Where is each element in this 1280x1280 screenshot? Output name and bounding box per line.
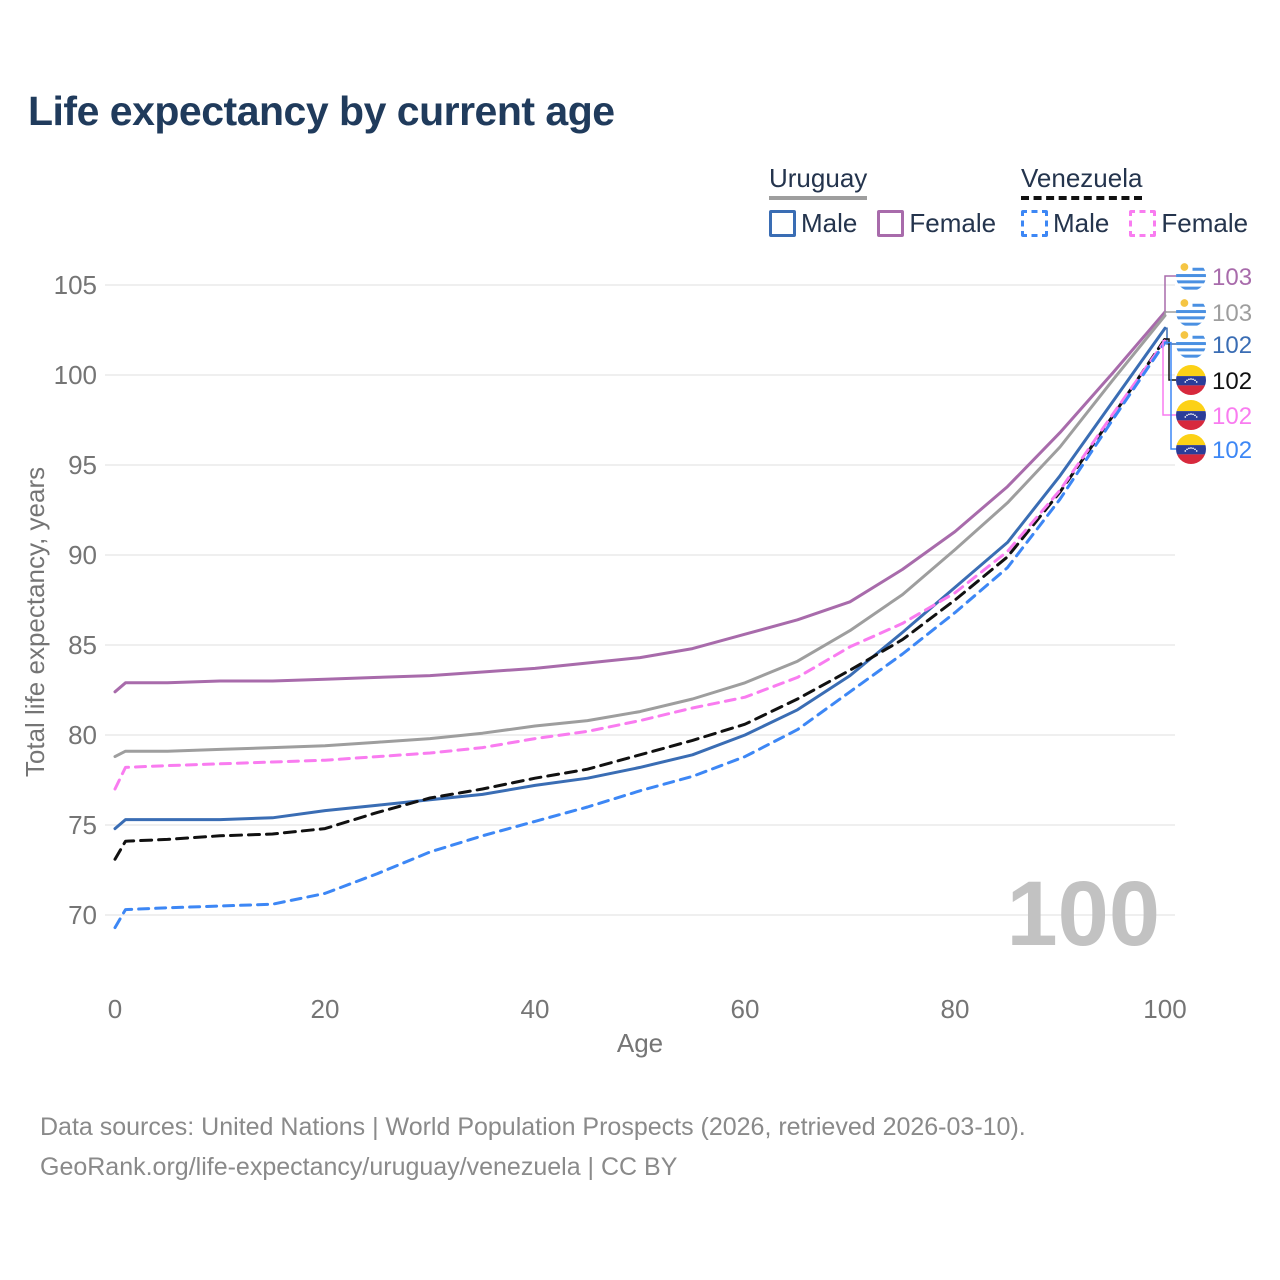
x-tick-label-20: 20 <box>311 994 340 1024</box>
x-tick-label-0: 0 <box>108 994 122 1024</box>
chart-title: Life expectancy by current age <box>28 88 615 134</box>
venezuela-male-label[interactable]: Male <box>1053 208 1110 238</box>
uruguay-flag-icon <box>1176 261 1206 291</box>
y-tick-label-80: 80 <box>68 720 97 750</box>
venezuela-flag-icon <box>1176 434 1206 464</box>
uruguay-flag-icon <box>1176 329 1206 359</box>
series-line-venezuela-female[interactable] <box>113 339 1167 791</box>
series-line-uruguay-female[interactable] <box>113 310 1167 694</box>
x-tick-label-60: 60 <box>731 994 760 1024</box>
y-tick-label-100: 100 <box>54 360 97 390</box>
legend-items-venezuela: Male Female <box>1021 208 1248 239</box>
x-axis-title: Age <box>617 1028 663 1058</box>
uruguay-female-label[interactable]: Female <box>909 208 997 238</box>
footer-attribution: GeoRank.org/life-expectancy/uruguay/vene… <box>40 1153 678 1181</box>
age-watermark: 100 <box>1007 863 1161 965</box>
leader-line-venezuela-male <box>1165 341 1176 450</box>
series-line-venezuela-both-sexes[interactable] <box>113 337 1167 861</box>
venezuela-female-swatch[interactable] <box>1129 210 1157 237</box>
uruguay-male-label[interactable]: Male <box>801 208 858 238</box>
legend-group-uruguay: Uruguay Male Female <box>769 163 996 239</box>
y-axis-title: Total life expectancy, years <box>20 467 50 777</box>
x-tick-label-100: 100 <box>1143 994 1186 1024</box>
y-tick-label-85: 85 <box>68 630 97 660</box>
legend-items-uruguay: Male Female <box>769 208 996 239</box>
leader-line-venezuela-both-sexes <box>1165 338 1176 381</box>
legend-country-venezuela[interactable]: Venezuela <box>1021 163 1143 200</box>
footer-data-sources: Data sources: United Nations | World Pop… <box>40 1113 1026 1141</box>
leader-line-uruguay-female <box>1164 275 1176 312</box>
y-tick-label-90: 90 <box>68 540 97 570</box>
x-tick-label-80: 80 <box>941 994 970 1024</box>
x-tick-label-40: 40 <box>521 994 550 1024</box>
end-value-label-venezuela-male: 102 <box>1212 437 1252 464</box>
y-tick-label-75: 75 <box>68 810 97 840</box>
venezuela-male-swatch[interactable] <box>1021 210 1048 237</box>
venezuela-female-label[interactable]: Female <box>1161 208 1249 238</box>
leader-line-uruguay-both-sexes <box>1164 311 1176 316</box>
end-value-label-venezuela-both-sexes: 102 <box>1212 368 1252 395</box>
end-value-label-uruguay-both-sexes: 103 <box>1212 300 1252 327</box>
legend-group-venezuela: Venezuela Male Female <box>1021 163 1248 239</box>
y-tick-label-95: 95 <box>68 450 97 480</box>
end-value-label-venezuela-female: 102 <box>1212 403 1252 430</box>
legend: Uruguay Male Female Venezuela Male Femal… <box>0 163 1280 243</box>
end-value-label-uruguay-male: 102 <box>1212 332 1252 359</box>
venezuela-flag-icon <box>1176 400 1206 430</box>
series-line-uruguay-male[interactable] <box>113 326 1167 831</box>
venezuela-flag-icon <box>1176 365 1206 395</box>
leader-line-uruguay-male <box>1165 327 1176 345</box>
end-value-label-uruguay-female: 103 <box>1212 264 1252 291</box>
uruguay-female-swatch[interactable] <box>877 210 905 237</box>
y-tick-label-105: 105 <box>54 270 97 300</box>
y-tick-label-70: 70 <box>68 900 97 930</box>
chart-footer: Data sources: United Nations | World Pop… <box>40 1107 1026 1187</box>
uruguay-flag-icon <box>1176 297 1206 327</box>
legend-country-uruguay[interactable]: Uruguay <box>769 163 868 200</box>
series-line-venezuela-male[interactable] <box>113 341 1167 930</box>
series-line-uruguay-both-sexes[interactable] <box>113 314 1167 759</box>
leader-line-venezuela-female <box>1162 340 1176 416</box>
uruguay-male-swatch[interactable] <box>769 210 796 237</box>
